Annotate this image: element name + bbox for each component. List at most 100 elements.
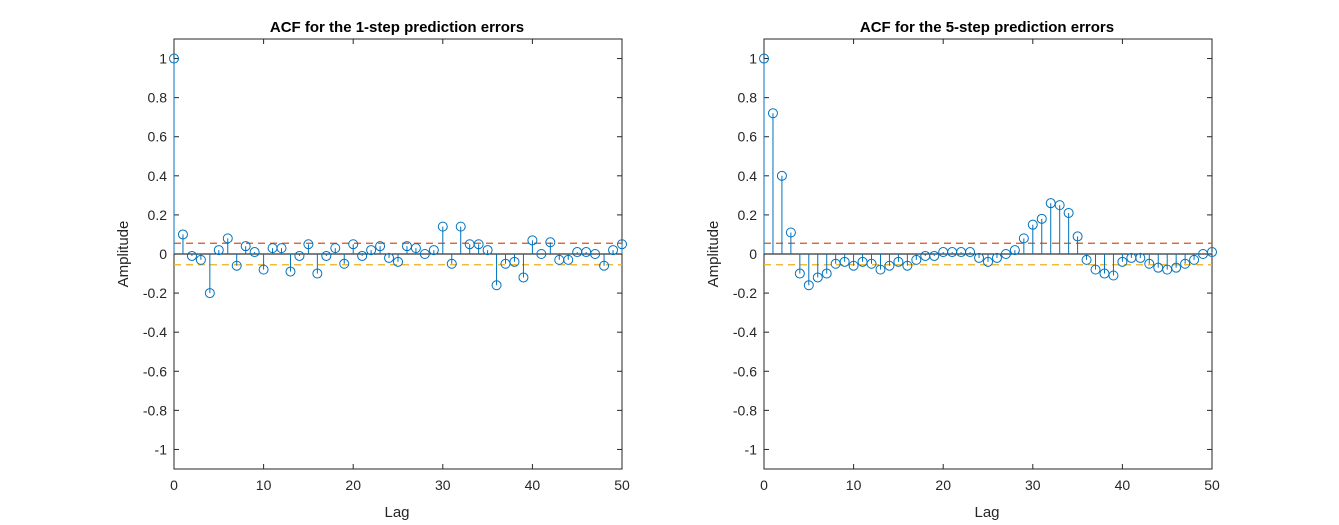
acf-marker [177,229,188,240]
acf-marker [437,221,448,232]
acf-marker [983,256,993,267]
y-tick-label: -0.8 [733,402,757,418]
acf-marker [759,53,769,64]
acf-marker [1054,200,1065,211]
y-tick-label: 0.8 [738,90,758,106]
acf-marker [1117,256,1128,267]
acf-marker [1171,262,1182,273]
y-tick-label: 1 [749,51,757,67]
y-tick-label: -0.6 [143,363,167,379]
acf-marker [608,245,619,256]
acf-marker [545,237,556,248]
acf-marker [518,272,529,283]
x-tick-label: 30 [1025,477,1041,493]
acf-marker [357,250,368,261]
acf-5-step-panel: ACF for the 5-step prediction errors Lag… [705,19,1220,521]
y-tick-label: -1 [745,441,758,457]
acf-marker [258,264,269,275]
x-tick-label: 40 [1115,477,1131,493]
acf-marker [617,239,627,250]
y-tick-label: 0.6 [148,129,168,145]
acf-marker [875,264,886,275]
acf-marker [1135,252,1146,263]
acf-marker [776,170,787,181]
y-tick-label: -0.8 [143,402,167,418]
acf-marker [1009,245,1020,256]
acf-marker [1063,207,1074,218]
x-axis-label: Lag [384,504,409,521]
acf-marker [866,258,877,269]
acf-marker [839,256,850,267]
acf-marker [491,280,502,291]
chart-title: ACF for the 5-step prediction errors [860,19,1114,36]
acf-marker [599,260,610,271]
acf-marker [348,239,359,250]
acf-marker [1081,254,1092,265]
acf-marker [339,258,350,269]
acf-marker [991,252,1002,263]
acf-marker [509,256,520,267]
acf-marker [213,245,224,256]
acf-marker [536,249,547,259]
x-tick-label: 50 [614,477,630,493]
y-tick-label: 0.2 [738,207,758,223]
acf-marker [1207,247,1217,258]
acf-marker [285,266,296,277]
acf-marker [563,254,574,265]
acf-marker [455,221,466,232]
x-tick-label: 0 [760,477,768,493]
acf-1-step-panel: ACF for the 1-step prediction errors Lag… [115,19,630,521]
acf-marker [884,260,895,271]
acf-marker [794,268,805,279]
acf-marker [902,260,913,271]
acf-marker [1018,233,1029,244]
y-tick-label: -0.2 [733,285,757,301]
acf-marker [303,239,314,250]
y-axis-label: Amplitude [705,221,722,288]
acf-marker [1180,258,1191,269]
acf-marker [590,249,601,259]
acf-marker [893,256,904,267]
acf-marker [974,252,985,263]
chart-title: ACF for the 1-step prediction errors [270,19,524,36]
acf-marker [276,243,287,254]
acf-marker [911,254,922,265]
y-tick-label: -1 [155,441,168,457]
y-tick-label: 0.8 [148,90,168,106]
acf-marker [767,108,778,119]
acf-marker [393,256,403,267]
acf-marker [222,233,233,244]
acf-marker [419,249,430,259]
x-tick-label: 50 [1204,477,1220,493]
x-tick-label: 10 [256,477,272,493]
y-tick-label: 0.4 [738,168,758,184]
acf-marker [929,250,940,261]
acf-marker [1108,270,1119,281]
acf-marker [330,243,341,254]
y-tick-label: 0 [749,246,757,262]
acf-marker [803,280,814,291]
acf-marker [384,252,395,263]
acf-marker [1027,219,1038,230]
x-tick-label: 40 [525,477,541,493]
acf-marker [294,250,305,261]
acf-marker [1144,258,1155,269]
acf-marker [169,53,179,64]
y-tick-label: 0 [159,246,167,262]
y-tick-label: -0.4 [143,324,167,340]
x-tick-label: 0 [170,477,178,493]
x-tick-label: 30 [435,477,451,493]
acf-marker [249,247,260,258]
acf-marker [321,250,332,261]
acf-marker [195,254,206,265]
acf-marker [312,268,323,279]
acf-marker [1090,264,1101,275]
acf-marker [240,241,251,252]
acf-marker [446,258,457,269]
acf-marker [1072,231,1083,242]
acf-marker [410,243,421,254]
acf-marker [186,250,197,261]
y-tick-label: 1 [159,51,167,67]
acf-marker [1000,249,1011,259]
